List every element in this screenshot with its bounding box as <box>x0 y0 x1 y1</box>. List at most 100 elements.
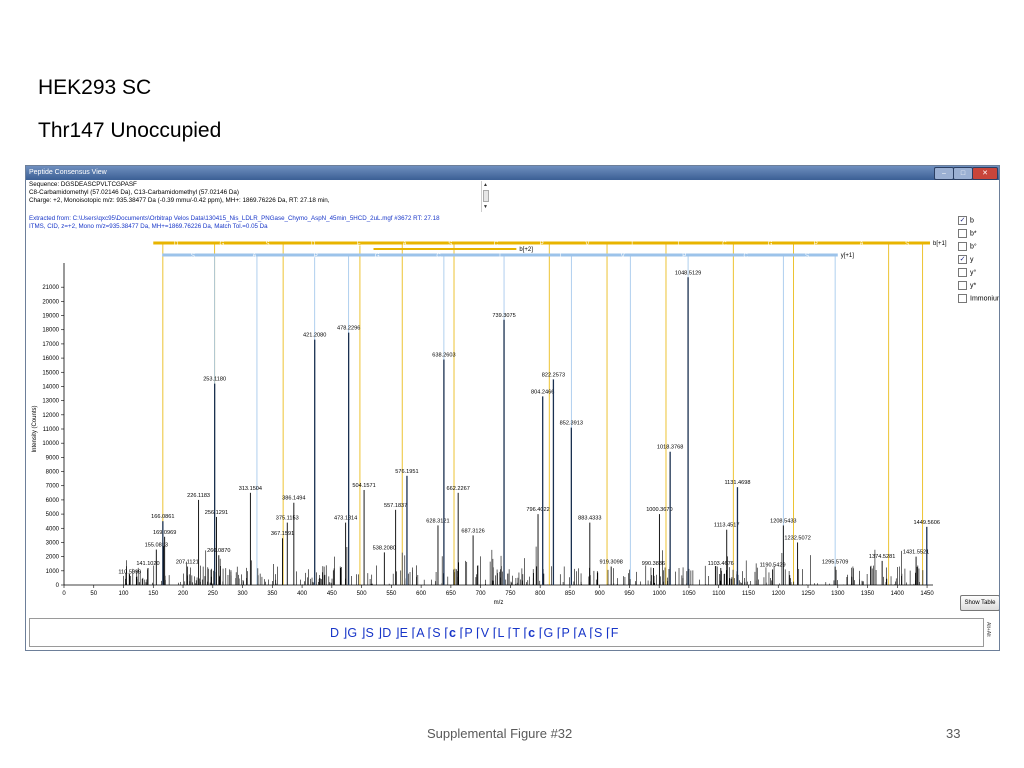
fragment-sequence-box: D ⌋G ⌋S ⌋D ⌋E ⌈A ⌈S ⌈c ⌈P ⌈V ⌈L ⌈T ⌈c ⌈G… <box>29 618 984 647</box>
y-bar-letter: P <box>682 253 686 259</box>
fragment-cleavage-mark: ⌈ <box>472 626 481 640</box>
y-tick-label: 10000 <box>42 441 59 447</box>
fragment-residue: P <box>464 626 473 640</box>
b-bar-letter: G <box>768 241 773 247</box>
y-bar-letter: L <box>560 253 564 259</box>
peak-label: 628.3121 <box>426 518 449 524</box>
peak-label: 576.1951 <box>395 469 418 475</box>
fragment-cleavage-mark: ⌋ <box>357 626 366 640</box>
peak-label: 990.3836 <box>642 561 665 567</box>
x-tick-label: 450 <box>327 591 338 597</box>
fragment-residue: F <box>610 626 619 640</box>
option-y4[interactable]: y° <box>958 268 976 279</box>
x-tick-label: 150 <box>148 591 159 597</box>
peak-label: 1018.3768 <box>657 445 683 451</box>
checkbox[interactable] <box>958 281 967 290</box>
fragment-sequence: D ⌋G ⌋S ⌋D ⌋E ⌈A ⌈S ⌈c ⌈P ⌈V ⌈L ⌈T ⌈c ⌈G… <box>330 625 618 640</box>
y-bar-letter: C <box>436 253 441 259</box>
x-tick-label: 1400 <box>891 591 905 597</box>
b-bar-letter: A <box>403 241 407 247</box>
y-tick-label: 5000 <box>46 512 60 518</box>
y-bar-letter: S <box>191 253 195 259</box>
show-table-button[interactable]: Show Table <box>960 595 999 611</box>
fragment-residue: S <box>365 626 374 640</box>
x-tick-label: 750 <box>505 591 516 597</box>
scroll-thumb[interactable] <box>483 190 489 202</box>
scroll-down-icon[interactable]: ▼ <box>483 204 488 210</box>
maximize-button[interactable]: □ <box>953 167 973 180</box>
x-tick-label: 1350 <box>861 591 875 597</box>
checkbox[interactable] <box>958 268 967 277</box>
x-tick-label: 0 <box>62 591 66 597</box>
x-tick-label: 250 <box>208 591 219 597</box>
checkbox[interactable] <box>958 242 967 251</box>
slide-title-line1: HEK293 SC <box>38 76 152 99</box>
sequence-scrollbar[interactable]: ▲ ▼ <box>481 181 490 212</box>
b-bar-letter: G <box>219 241 224 247</box>
b-bar-letter: C <box>722 241 727 247</box>
peak-label: 375.1153 <box>276 516 299 522</box>
sequence-info-box[interactable]: Sequence: DGSDEASCPVLTCGPASF C8-Carbamid… <box>26 181 481 212</box>
fragment-residue: P <box>561 626 570 640</box>
y-bar-letter: T <box>498 253 502 259</box>
fragment-residue: c <box>528 626 536 640</box>
fragment-residue: G <box>543 626 554 640</box>
option-immonium6[interactable]: Immonium <box>958 294 999 305</box>
peak-label: 313.1504 <box>239 486 262 492</box>
b-bar-letter: V <box>585 241 589 247</box>
minimize-button[interactable]: – <box>934 167 954 180</box>
x-tick-label: 200 <box>178 591 189 597</box>
b-bar-letter: D <box>311 241 316 247</box>
y-tick-label: 21000 <box>42 285 59 291</box>
b-bar-letter: E <box>357 241 361 247</box>
peak-label: 1449.5606 <box>914 520 940 526</box>
peak-label: 473.1814 <box>334 516 357 522</box>
checkbox[interactable] <box>958 294 967 303</box>
y-tick-label: 7000 <box>46 484 60 490</box>
peak-label: 1048.5129 <box>675 270 701 276</box>
spectrum-chart[interactable]: D G S D E A S C P V L T C G P A SS A P G C T L V P C Sb[+1]b[+2]y[… <box>26 211 958 611</box>
y-tick-label: 13000 <box>42 399 59 405</box>
b-bar-letter: P <box>540 241 544 247</box>
peak-label: 110.5999 <box>118 569 141 575</box>
peak-label: 1431.5521 <box>903 550 929 556</box>
fragment-cleavage-mark: ⌈ <box>519 626 529 640</box>
x-tick-label: 400 <box>297 591 308 597</box>
checkbox[interactable]: ✓ <box>958 255 967 264</box>
y-tick-label: 19000 <box>42 314 59 320</box>
fragment-cleavage-mark: ⌋ <box>391 626 400 640</box>
b-bar-letter: C <box>494 241 499 247</box>
peak-label: 1374.5281 <box>869 554 895 560</box>
fragment-residue: S <box>594 626 603 640</box>
x-tick-label: 1050 <box>682 591 696 597</box>
x-tick-label: 300 <box>238 591 249 597</box>
fragment-cleavage-mark: ⌋ <box>339 626 348 640</box>
x-tick-label: 800 <box>535 591 546 597</box>
option-y3[interactable]: ✓ y <box>958 255 974 266</box>
option-b2[interactable]: b° <box>958 242 977 253</box>
peak-label: 852.3913 <box>560 421 583 427</box>
scroll-up-icon[interactable]: ▲ <box>483 182 488 188</box>
option-b0[interactable]: ✓ b <box>958 216 974 227</box>
y-tick-label: 4000 <box>46 526 60 532</box>
option-label: y° <box>970 269 977 277</box>
y-tick-label: 6000 <box>46 498 60 504</box>
y-tick-label: 2000 <box>46 555 60 561</box>
option-y5[interactable]: y* <box>958 281 976 292</box>
checkbox[interactable] <box>958 229 967 238</box>
y-tick-label: 11000 <box>43 427 60 433</box>
modification-line: C8-Carbamidomethyl (57.02146 Da), C13-Ca… <box>29 189 239 196</box>
window-titlebar[interactable]: Peptide Consensus View – □ ✕ <box>26 166 999 180</box>
peak-label: 1190.5429 <box>760 562 786 568</box>
x-tick-label: 350 <box>267 591 278 597</box>
y-bar-letter: P <box>314 253 318 259</box>
peak-label: 478.2296 <box>337 326 360 332</box>
peak-label: 367.1591 <box>271 531 294 537</box>
checkbox[interactable]: ✓ <box>958 216 967 225</box>
option-b1[interactable]: b* <box>958 229 977 240</box>
close-button[interactable]: ✕ <box>972 167 998 180</box>
b-bar-letter: S <box>265 241 269 247</box>
peak-label: 1103.4676 <box>708 561 734 567</box>
peak-label: 1000.3670 <box>646 507 672 513</box>
option-label: b* <box>970 230 977 238</box>
